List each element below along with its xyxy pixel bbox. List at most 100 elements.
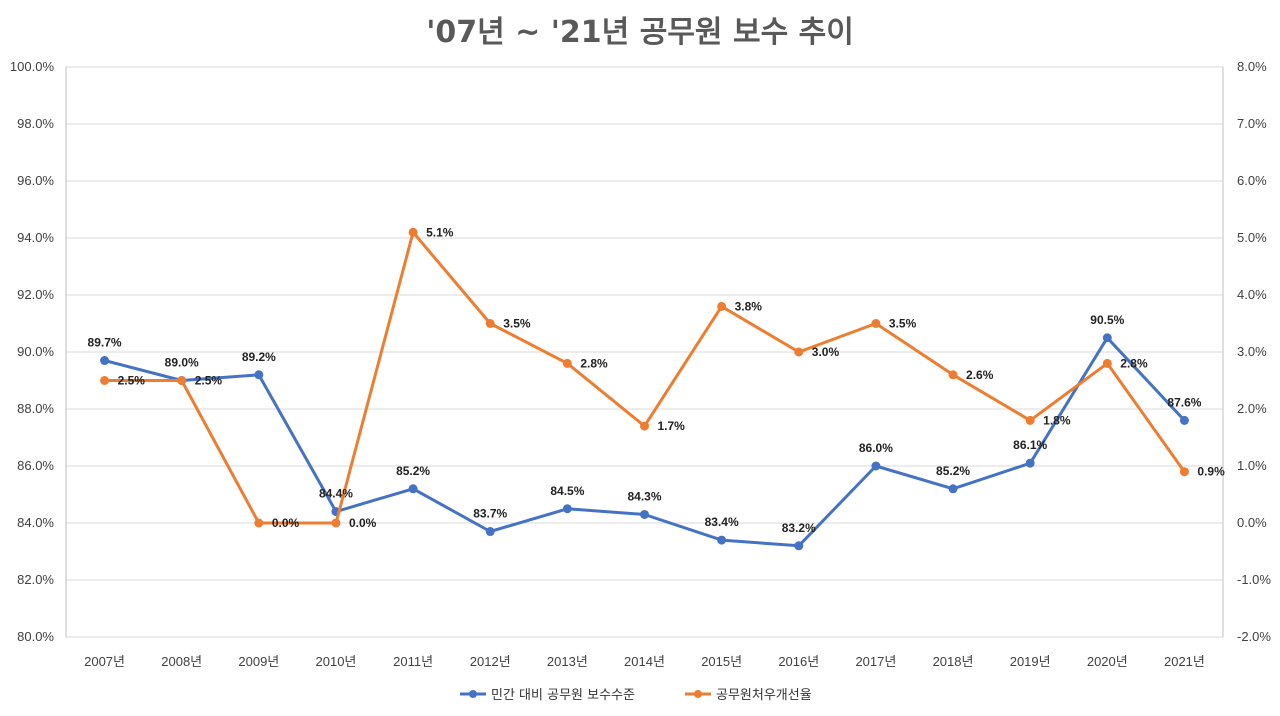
data-point bbox=[717, 301, 727, 311]
data-point bbox=[717, 535, 727, 545]
data-labels: 89.7% 89.0% 89.2% 84.4% 85.2% 83.7% 84.5% 84.3%… bbox=[88, 225, 1226, 535]
data-label: 0.0% bbox=[272, 516, 300, 530]
data-point bbox=[254, 518, 264, 528]
data-label: 2.5% bbox=[195, 374, 223, 388]
left-tick-label: 86.0% bbox=[17, 458, 54, 473]
data-label: 84.5% bbox=[550, 484, 584, 498]
x-tick-label: 2019년 bbox=[1010, 654, 1051, 669]
data-point bbox=[794, 541, 804, 551]
x-axis: 2007년 2008년 2009년 2010년 2011년 2012년 2013년 2014년… bbox=[84, 654, 1205, 669]
data-label: 1.8% bbox=[1043, 413, 1071, 427]
left-tick-label: 84.0% bbox=[17, 515, 54, 530]
data-point bbox=[871, 461, 881, 471]
x-tick-label: 2018년 bbox=[933, 654, 974, 669]
data-label: 83.2% bbox=[782, 521, 816, 535]
data-label: 84.4% bbox=[319, 487, 353, 501]
data-label: 89.2% bbox=[242, 350, 276, 364]
data-label: 2.8% bbox=[1120, 356, 1148, 370]
data-label: 3.0% bbox=[812, 345, 840, 359]
series bbox=[100, 227, 1189, 551]
data-point bbox=[331, 518, 341, 528]
data-point bbox=[177, 376, 187, 385]
data-point bbox=[408, 484, 418, 494]
data-point bbox=[100, 356, 110, 366]
x-tick-label: 2013년 bbox=[547, 654, 588, 669]
left-tick-label: 90.0% bbox=[17, 344, 54, 359]
right-tick-label: 4.0% bbox=[1237, 287, 1267, 302]
data-label: 86.0% bbox=[859, 441, 893, 455]
data-point bbox=[254, 370, 264, 380]
data-label: 2.6% bbox=[966, 368, 994, 382]
data-point bbox=[1102, 333, 1112, 343]
right-tick-label: 1.0% bbox=[1237, 458, 1267, 473]
left-tick-label: 94.0% bbox=[17, 230, 54, 245]
data-point bbox=[408, 227, 418, 237]
x-tick-label: 2014년 bbox=[624, 654, 665, 669]
data-label: 83.7% bbox=[473, 507, 507, 521]
legend-item-label[interactable]: 민간 대비 공무원 보수수준 bbox=[491, 688, 635, 703]
data-point bbox=[100, 376, 110, 385]
data-label: 86.1% bbox=[1013, 438, 1047, 452]
chart-title: '07년 ~ '21년 공무원 보수 추이 bbox=[426, 15, 854, 50]
data-point bbox=[485, 319, 495, 328]
data-point bbox=[1025, 415, 1035, 425]
data-label: 85.2% bbox=[396, 464, 430, 478]
data-label: 5.1% bbox=[426, 225, 454, 239]
legend[interactable]: 민간 대비 공무원 보수수준 공무원처우개선율 bbox=[460, 688, 812, 703]
data-point bbox=[1025, 458, 1035, 468]
left-tick-label: 98.0% bbox=[17, 116, 54, 131]
right-tick-label: -1.0% bbox=[1237, 572, 1271, 587]
left-tick-label: 80.0% bbox=[17, 629, 54, 644]
data-point bbox=[794, 347, 804, 357]
data-point bbox=[640, 509, 649, 519]
data-label: 2.5% bbox=[118, 374, 146, 388]
data-label: 3.8% bbox=[735, 299, 763, 313]
x-tick-label: 2015년 bbox=[701, 654, 742, 669]
left-tick-label: 100.0% bbox=[10, 59, 55, 74]
x-tick-label: 2016년 bbox=[778, 654, 819, 669]
data-point bbox=[871, 319, 881, 328]
data-point bbox=[948, 484, 958, 494]
data-point bbox=[1179, 415, 1189, 425]
left-tick-label: 96.0% bbox=[17, 173, 54, 188]
data-point bbox=[1102, 358, 1112, 368]
data-label: 85.2% bbox=[936, 464, 970, 478]
data-label: 2.8% bbox=[580, 356, 608, 370]
left-axis: 80.0% 82.0% 84.0% 86.0% 88.0% 90.0% 92.0% 94.0%… bbox=[10, 59, 67, 644]
x-tick-label: 2011년 bbox=[393, 654, 433, 669]
x-tick-label: 2020년 bbox=[1087, 654, 1128, 669]
right-tick-label: 0.0% bbox=[1237, 515, 1267, 530]
data-label: 0.0% bbox=[349, 516, 377, 530]
left-tick-label: 88.0% bbox=[17, 401, 54, 416]
data-label: 3.5% bbox=[503, 317, 531, 331]
legend-marker bbox=[469, 690, 477, 698]
legend-item-label[interactable]: 공무원처우개선율 bbox=[716, 688, 812, 703]
data-label: 87.6% bbox=[1167, 395, 1201, 409]
x-tick-label: 2009년 bbox=[238, 654, 279, 669]
right-axis: -2.0% -1.0% 0.0% 1.0% 2.0% 3.0% 4.0% 5.0% 6.0% 7.… bbox=[1222, 59, 1271, 644]
right-tick-label: 7.0% bbox=[1237, 116, 1267, 131]
left-tick-label: 82.0% bbox=[17, 572, 54, 587]
x-tick-label: 2008년 bbox=[161, 654, 202, 669]
data-point bbox=[562, 504, 572, 514]
x-tick-label: 2007년 bbox=[84, 654, 125, 669]
right-tick-label: 8.0% bbox=[1237, 59, 1267, 74]
data-label: 84.3% bbox=[627, 489, 661, 503]
data-label: 89.0% bbox=[165, 356, 199, 370]
x-tick-label: 2010년 bbox=[316, 654, 357, 669]
data-point bbox=[640, 421, 649, 431]
right-tick-label: 2.0% bbox=[1237, 401, 1267, 416]
data-label: 89.7% bbox=[88, 336, 122, 350]
right-tick-label: 5.0% bbox=[1237, 230, 1267, 245]
right-tick-label: 6.0% bbox=[1237, 173, 1267, 188]
data-label: 1.7% bbox=[658, 419, 686, 433]
x-tick-label: 2012년 bbox=[470, 654, 511, 669]
left-tick-label: 92.0% bbox=[17, 287, 54, 302]
legend-marker bbox=[694, 690, 702, 698]
data-label: 90.5% bbox=[1090, 313, 1124, 327]
x-tick-label: 2021년 bbox=[1164, 654, 1205, 669]
data-label: 3.5% bbox=[889, 317, 917, 331]
data-label: 83.4% bbox=[705, 515, 739, 529]
